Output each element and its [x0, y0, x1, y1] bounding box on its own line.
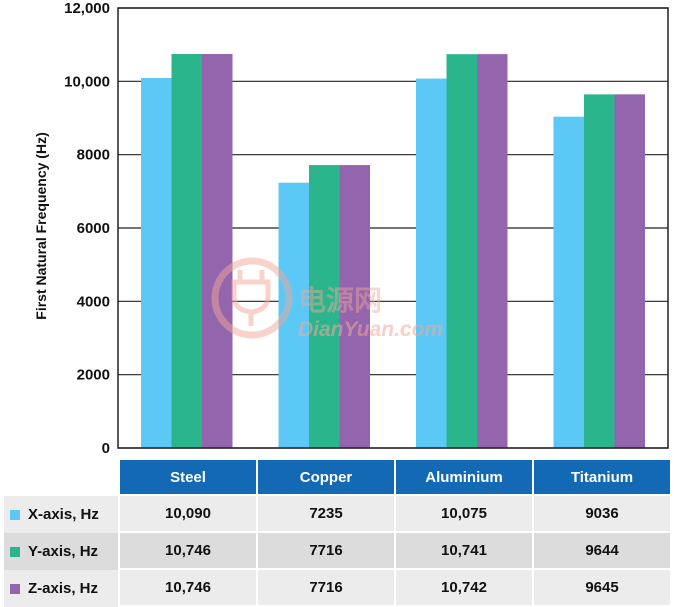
y-tick-label: 10,000	[64, 73, 110, 90]
table-body: X-axis, Hz 10,090 7235 10,075 9036 Y-axis, Hz…	[4, 496, 670, 607]
y-tick-label: 0	[102, 440, 110, 457]
y-tick-label: 4000	[77, 293, 110, 310]
bar	[309, 165, 340, 448]
y-tick-label: 12,000	[64, 0, 110, 17]
data-label: 10,741	[396, 533, 532, 570]
table-header-cell: Steel	[120, 460, 256, 496]
legend-label: X-axis, Hz	[28, 506, 99, 523]
data-label: 7716	[258, 533, 394, 570]
table-header-row: Steel Copper Aluminium Titanium	[4, 460, 670, 496]
bar	[553, 116, 584, 449]
watermark: 电源网 DianYuan.com	[211, 257, 443, 341]
y-tick-label: 6000	[77, 220, 110, 237]
legend-entry: Z-axis, Hz	[4, 570, 118, 607]
legend-swatch	[10, 584, 20, 595]
legend-label: Y-axis, Hz	[28, 543, 99, 560]
table-header-cell: Copper	[258, 460, 394, 496]
bar-chart: 0 2000 4000 6000 8000 10,000 12,000 First Natu…	[33, 0, 669, 457]
bar	[416, 78, 447, 448]
legend-swatch	[10, 547, 20, 558]
legend-label: Z-axis, Hz	[28, 580, 99, 597]
table-row: X-axis, Hz 10,090 7235 10,075 9036	[4, 496, 670, 533]
bar	[446, 54, 477, 449]
bar	[477, 54, 508, 448]
data-label: 7716	[258, 570, 394, 607]
bar	[141, 78, 172, 449]
table-header-cell: Titanium	[534, 460, 670, 496]
table-header-cell: Aluminium	[396, 460, 532, 496]
data-label: 10,746	[120, 570, 256, 607]
bar	[171, 53, 202, 448]
bar	[584, 94, 615, 449]
data-label: 10,075	[396, 496, 532, 533]
data-label: 10,746	[120, 533, 256, 570]
data-label: 7235	[258, 496, 394, 533]
data-label: 9036	[534, 496, 670, 533]
legend-entry: X-axis, Hz	[4, 496, 118, 533]
legend-swatch	[10, 510, 20, 521]
table-row: Z-axis, Hz 10,746 7716 10,742 9645	[4, 570, 670, 607]
y-tick-label: 8000	[77, 147, 110, 164]
y-tick-label: 2000	[77, 367, 110, 384]
y-axis-label: First Natural Frequency (Hz)	[33, 132, 49, 319]
table-row: Y-axis, Hz 10,746 7716 10,741 9644	[4, 533, 670, 570]
plot-frame	[117, 7, 669, 449]
legend-entry: Y-axis, Hz	[4, 533, 118, 570]
bars-group	[141, 53, 645, 449]
plug-icon	[231, 270, 271, 326]
y-tick-labels: 0 2000 4000 6000 8000 10,000 12,000	[64, 0, 110, 457]
watermark-en: DianYuan.com	[298, 318, 443, 341]
data-label: 9645	[534, 570, 670, 607]
bar	[339, 165, 370, 448]
bar	[202, 53, 233, 448]
table-corner	[4, 460, 118, 496]
data-label: 10,090	[120, 496, 256, 533]
data-table: Steel Copper Aluminium Titanium X-axis, Hz 1…	[2, 460, 672, 607]
watermark-cn: 电源网	[298, 285, 382, 316]
data-label: 10,742	[396, 570, 532, 607]
data-label: 9644	[534, 533, 670, 570]
bar	[614, 94, 645, 448]
